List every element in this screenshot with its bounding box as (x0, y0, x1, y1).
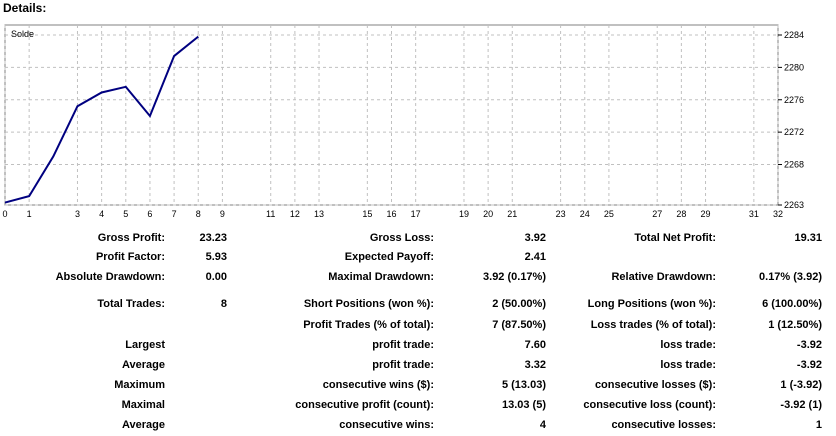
x-tick-label: 24 (580, 209, 590, 219)
profit-trades-label: Profit Trades (% of total): (303, 319, 434, 331)
x-tick-label: 28 (676, 209, 686, 219)
x-tick-label: 17 (411, 209, 421, 219)
total-net-profit-label: Total Net Profit: (634, 232, 716, 244)
max-consecutive-wins-value: 5 (13.03) (501, 379, 546, 391)
maximal-drawdown-label: Maximal Drawdown: (328, 271, 434, 283)
long-positions-value: 6 (100.00%) (762, 298, 822, 310)
x-tick-label: 1 (27, 209, 32, 219)
x-tick-label: 27 (652, 209, 662, 219)
gross-profit-label: Gross Profit: (97, 232, 165, 244)
y-tick-label: 2263 (784, 200, 804, 210)
short-positions-value: 2 (50.00%) (492, 298, 546, 310)
x-tick-label: 29 (701, 209, 711, 219)
total-net-profit-value: 19.31 (794, 232, 822, 244)
maximal-consecutive-loss-label: consecutive loss (count): (583, 399, 716, 411)
loss-trades-label: Loss trades (% of total): (590, 319, 716, 331)
short-positions-label: Short Positions (won %): (303, 298, 434, 310)
max-consecutive-losses-value: 1 (-3.92) (780, 379, 822, 391)
series-label: Solde (11, 29, 34, 39)
total-trades-value: 8 (220, 298, 227, 310)
x-tick-label: 3 (75, 209, 80, 219)
x-tick-label: 23 (556, 209, 566, 219)
largest-profit-trade-label: profit trade: (372, 339, 434, 351)
profit-factor-value: 5.93 (205, 251, 227, 263)
max-consecutive-wins-label: consecutive wins ($): (322, 379, 434, 391)
long-positions-label: Long Positions (won %): (587, 298, 716, 310)
x-tick-label: 32 (773, 209, 783, 219)
absolute-drawdown-label: Absolute Drawdown: (55, 271, 165, 283)
average-loss-trade-label: loss trade: (660, 359, 716, 371)
balance-line (4, 35, 199, 204)
expected-payoff-label: Expected Payoff: (344, 251, 434, 263)
x-tick-label: 5 (123, 209, 128, 219)
x-tick-label: 13 (314, 209, 324, 219)
average-profit-trade-label: profit trade: (372, 359, 434, 371)
total-trades-label: Total Trades: (97, 298, 165, 310)
average-consecutive-losses-label: consecutive losses: (611, 419, 716, 431)
average-loss-trade-value: -3.92 (796, 359, 822, 371)
y-tick-label: 2276 (784, 95, 804, 105)
loss-trades-value: 1 (12.50%) (768, 319, 822, 331)
x-tick-label: 12 (290, 209, 300, 219)
absolute-drawdown-value: 0.00 (205, 271, 227, 283)
x-tick-label: 16 (386, 209, 396, 219)
x-tick-label: 19 (459, 209, 469, 219)
details-title: Details: (3, 1, 47, 15)
balance-chart: 0 1 3 4 5 6 7 8 9 11 12 13 15 16 17 19 20 21 23 24 25 27 28 29 3… (2, 24, 804, 219)
largest-profit-trade-value: 7.60 (524, 339, 546, 351)
max-consecutive-losses-label: consecutive losses ($): (594, 379, 716, 391)
x-tick-label: 25 (604, 209, 614, 219)
average-consecutive-losses-value: 1 (815, 419, 822, 431)
largest-loss-trade-value: -3.92 (796, 339, 822, 351)
x-tick-label: 6 (147, 209, 152, 219)
maximal-consecutive-profit-label: consecutive profit (count): (295, 399, 434, 411)
gross-loss-value: 3.92 (524, 232, 546, 244)
relative-drawdown-value: 0.17% (3.92) (759, 271, 822, 283)
x-tick-label: 7 (172, 209, 177, 219)
x-tick-label: 8 (196, 209, 201, 219)
x-tick-label: 20 (483, 209, 493, 219)
maximal-drawdown-value: 3.92 (0.17%) (483, 271, 546, 283)
y-tick-label: 2280 (784, 62, 804, 72)
x-tick-label: 4 (99, 209, 104, 219)
average-profit-trade-value: 3.32 (524, 359, 546, 371)
y-tick-label: 2284 (784, 30, 804, 40)
average-consecutive-wins-value: 4 (539, 419, 546, 431)
average-consecutive-label: Average (121, 419, 165, 431)
balance-chart-svg: 0 1 3 4 5 6 7 8 9 11 12 13 15 16 17 19 20 21 23 24 25 27 28 29 3… (2, 24, 804, 219)
maximal-consecutive-profit-value: 13.03 (5) (501, 399, 546, 411)
relative-drawdown-label: Relative Drawdown: (611, 271, 716, 283)
profit-trades-value: 7 (87.50%) (492, 319, 546, 331)
largest-loss-trade-label: loss trade: (660, 339, 716, 351)
gross-loss-label: Gross Loss: (369, 232, 434, 244)
average-consecutive-wins-label: consecutive wins: (339, 419, 434, 431)
x-tick-label: 0 (2, 209, 7, 219)
x-tick-label: 31 (749, 209, 759, 219)
profit-factor-label: Profit Factor: (95, 251, 165, 263)
largest-label: Largest (125, 339, 165, 351)
maximal-label: Maximal (121, 399, 165, 411)
x-tick-label: 9 (220, 209, 225, 219)
y-tick-label: 2268 (784, 160, 804, 170)
average-label: Average (121, 359, 165, 371)
expected-payoff-value: 2.41 (524, 251, 546, 263)
maximum-label: Maximum (114, 379, 165, 391)
gross-profit-value: 23.23 (199, 232, 227, 244)
y-tick-label: 2272 (784, 127, 804, 137)
x-tick-label: 21 (507, 209, 517, 219)
x-tick-label: 11 (266, 209, 275, 219)
x-tick-label: 15 (362, 209, 372, 219)
maximal-consecutive-loss-value: -3.92 (1) (780, 399, 822, 411)
